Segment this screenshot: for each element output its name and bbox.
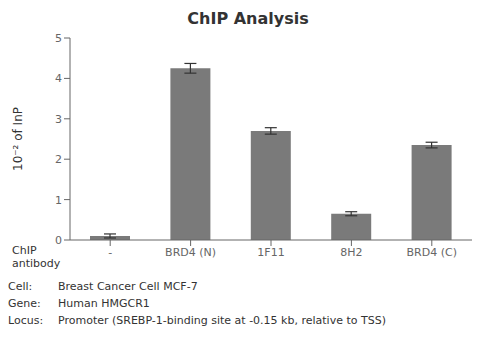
html-text:Locus:: Locus:: [8, 314, 44, 327]
svg-text:4: 4: [55, 72, 62, 85]
html-text:Promoter (SREBP-1-binding site: Promoter (SREBP-1-binding site at -0.15 …: [58, 314, 386, 327]
svg-text:0: 0: [55, 234, 62, 247]
svg-text:8H2: 8H2: [340, 246, 362, 259]
svg-text:BRD4 (C): BRD4 (C): [407, 246, 457, 259]
svg-text:-: -: [108, 246, 112, 259]
html-text:ChIP Analysis: ChIP Analysis: [187, 9, 309, 28]
html-text:Breast Cancer Cell MCF-7: Breast Cancer Cell MCF-7: [58, 280, 198, 293]
html-text:Human HMGCR1: Human HMGCR1: [58, 297, 150, 310]
svg-text:10⁻² of InP: 10⁻² of InP: [11, 107, 25, 171]
html-text:Cell:: Cell:: [8, 280, 33, 293]
html-text:Gene:: Gene:: [8, 297, 41, 310]
svg-text:1F11: 1F11: [257, 246, 284, 259]
html-text:ChIP antibody: ChIP antibody: [12, 244, 61, 270]
svg-text:1: 1: [55, 194, 62, 207]
svg-text:5: 5: [55, 32, 62, 45]
svg-text:2: 2: [55, 153, 62, 166]
svg-text:3: 3: [55, 113, 62, 126]
svg-text:BRD4 (N): BRD4 (N): [165, 246, 216, 259]
